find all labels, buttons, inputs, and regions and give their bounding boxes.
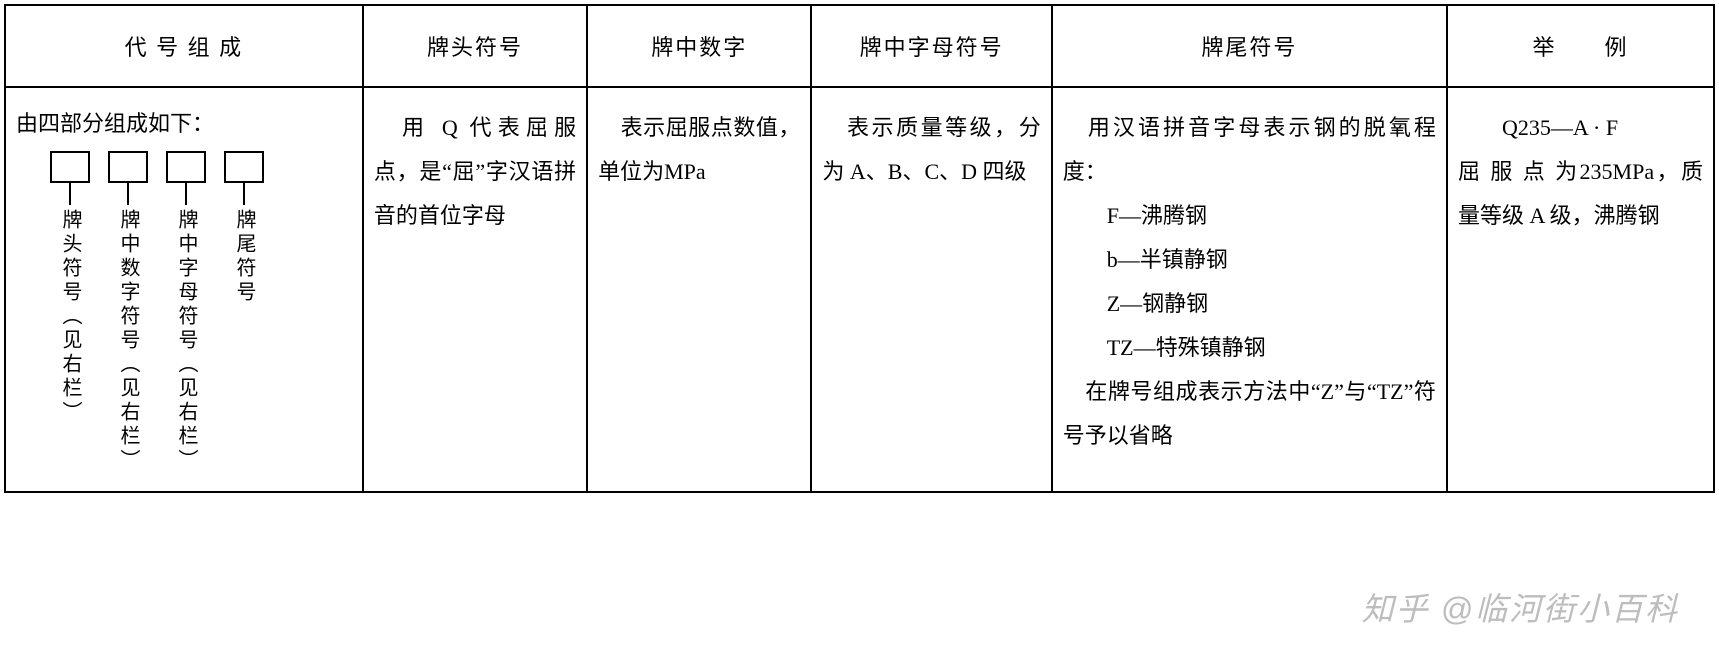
cell-composition: 由四部分组成如下： 牌头符号（见右栏） 牌中数字符号（见右栏） (5, 87, 363, 492)
col-header-mid-number: 牌中数字 (587, 5, 811, 87)
diagram-box-1: 牌头符号（见右栏） (50, 151, 90, 473)
col-header-tail-symbol: 牌尾符号 (1052, 5, 1447, 87)
deox-item: F—沸腾钢 (1063, 194, 1436, 238)
diagram-box-4: 牌尾符号 (224, 151, 264, 473)
watermark-text: 知乎 @临河街小百科 (1362, 584, 1679, 630)
cell-example: Q235—A · F 屈 服 点 为235MPa，质 量等级 A 级，沸腾钢 (1447, 87, 1714, 492)
deox-item: Z—钢静钢 (1063, 282, 1436, 326)
box-icon (224, 151, 264, 183)
box-label-text: 牌中字母符号 (175, 209, 197, 353)
box-label-note: （见右栏） (59, 305, 81, 425)
example-code: Q235—A · F (1458, 106, 1703, 150)
table-body-row: 由四部分组成如下： 牌头符号（见右栏） 牌中数字符号（见右栏） (5, 87, 1714, 492)
diagram-boxes-row: 牌头符号（见右栏） 牌中数字符号（见右栏） 牌中 (50, 151, 352, 473)
box-label-text: 牌头符号 (59, 209, 81, 305)
connector-line-icon (243, 183, 245, 205)
cell-head-symbol: 用 Q 代表屈服点，是“屈”字汉语拼音的首位字母 (363, 87, 587, 492)
box-label-note: （见右栏） (117, 353, 139, 473)
mid-letter-text: 表示质量等级，分为 A、B、C、D 四级 (822, 106, 1040, 194)
tail-note-text: 在牌号组成表示方法中“Z”与“TZ”符号予以省略 (1063, 370, 1436, 458)
mid-number-text: 表示屈服点数值，单位为MPa (598, 106, 800, 194)
cell-mid-letter: 表示质量等级，分为 A、B、C、D 四级 (811, 87, 1051, 492)
box-label-text: 牌中数字符号 (117, 209, 139, 353)
connector-line-icon (185, 183, 187, 205)
connector-line-icon (69, 183, 71, 205)
diagram-title: 由四部分组成如下： (16, 106, 352, 141)
box-label-text: 牌尾符号 (233, 209, 255, 305)
box-label-note: （见右栏） (175, 353, 197, 473)
box-label-4: 牌尾符号 (233, 209, 255, 305)
col-header-head-symbol: 牌头符号 (363, 5, 587, 87)
box-label-2: 牌中数字符号（见右栏） (117, 209, 139, 473)
diagram-box-2: 牌中数字符号（见右栏） (108, 151, 148, 473)
cell-mid-number: 表示屈服点数值，单位为MPa (587, 87, 811, 492)
col-header-composition: 代 号 组 成 (5, 5, 363, 87)
box-icon (108, 151, 148, 183)
box-icon (50, 151, 90, 183)
col-header-mid-letter: 牌中字母符号 (811, 5, 1051, 87)
box-label-3: 牌中字母符号（见右栏） (175, 209, 197, 473)
head-symbol-text: 用 Q 代表屈服点，是“屈”字汉语拼音的首位字母 (374, 106, 576, 238)
connector-line-icon (127, 183, 129, 205)
deox-item: TZ—特殊镇静钢 (1063, 326, 1436, 370)
col-header-example: 举 例 (1447, 5, 1714, 87)
deox-item: b—半镇静钢 (1063, 238, 1436, 282)
table-header-row: 代 号 组 成 牌头符号 牌中数字 牌中字母符号 牌尾符号 举 例 (5, 5, 1714, 87)
box-icon (166, 151, 206, 183)
box-label-1: 牌头符号（见右栏） (59, 209, 81, 425)
diagram-box-3: 牌中字母符号（见右栏） (166, 151, 206, 473)
steel-grade-table: 代 号 组 成 牌头符号 牌中数字 牌中字母符号 牌尾符号 举 例 由四部分组成… (4, 4, 1715, 493)
composition-diagram: 由四部分组成如下： 牌头符号（见右栏） 牌中数字符号（见右栏） (16, 106, 352, 473)
cell-tail-symbol: 用汉语拼音字母表示钢的脱氧程度： F—沸腾钢 b—半镇静钢 Z—钢静钢 TZ—特… (1052, 87, 1447, 492)
example-desc: 屈 服 点 为235MPa，质 量等级 A 级，沸腾钢 (1458, 150, 1703, 238)
tail-lead-text: 用汉语拼音字母表示钢的脱氧程度： (1063, 106, 1436, 194)
